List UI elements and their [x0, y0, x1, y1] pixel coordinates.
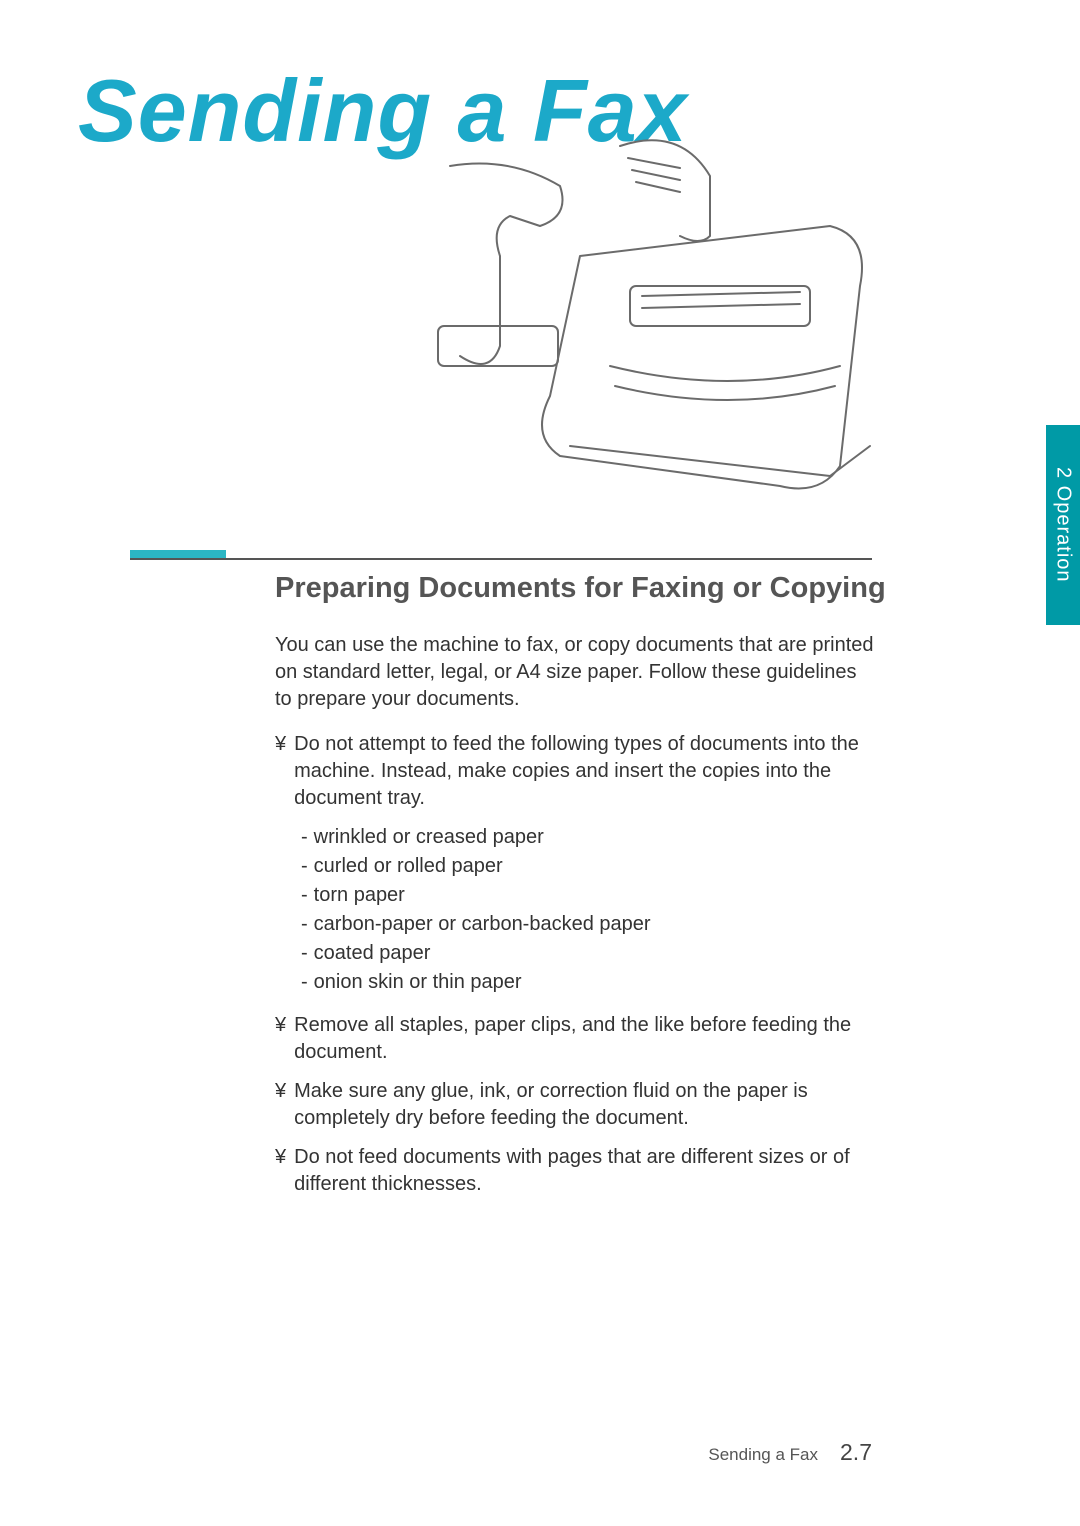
sublist-text: torn paper: [314, 882, 405, 909]
bullet-item: ¥ Remove all staples, paper clips, and t…: [275, 1012, 875, 1066]
bullet-glyph: ¥: [275, 1012, 286, 1066]
sublist: -wrinkled or creased paper -curled or ro…: [301, 824, 875, 996]
body-text: You can use the machine to fax, or copy …: [275, 632, 875, 1210]
bullet-item: ¥ Do not feed documents with pages that …: [275, 1144, 875, 1198]
sublist-item: -wrinkled or creased paper: [301, 824, 875, 851]
bullet-glyph: ¥: [275, 731, 286, 812]
dash: -: [301, 911, 308, 938]
sublist-item: -onion skin or thin paper: [301, 969, 875, 996]
page: Sending a Fax 2 Operation Pre: [0, 0, 1080, 1526]
dash: -: [301, 824, 308, 851]
sublist-item: -coated paper: [301, 940, 875, 967]
sublist-text: carbon-paper or carbon-backed paper: [314, 911, 651, 938]
sublist-text: curled or rolled paper: [314, 853, 503, 880]
section-rule: [130, 550, 872, 560]
bullet-item: ¥ Make sure any glue, ink, or correction…: [275, 1078, 875, 1132]
fax-illustration: [420, 136, 890, 516]
sublist-text: coated paper: [314, 940, 431, 967]
rule-line: [130, 558, 872, 560]
sublist-text: wrinkled or creased paper: [314, 824, 544, 851]
dash: -: [301, 882, 308, 909]
sublist-item: -curled or rolled paper: [301, 853, 875, 880]
bullet-text: Make sure any glue, ink, or correction f…: [294, 1078, 875, 1132]
side-tab-label: 2 Operation: [1052, 467, 1075, 583]
section-heading: Preparing Documents for Faxing or Copyin…: [275, 572, 886, 605]
sublist-item: -carbon-paper or carbon-backed paper: [301, 911, 875, 938]
bullet-glyph: ¥: [275, 1144, 286, 1198]
footer-page-number: 2.7: [840, 1439, 872, 1466]
bullet-glyph: ¥: [275, 1078, 286, 1132]
bullet-text: Do not feed documents with pages that ar…: [294, 1144, 875, 1198]
sublist-item: -torn paper: [301, 882, 875, 909]
side-tab: 2 Operation: [1046, 425, 1080, 625]
rule-accent: [130, 550, 226, 558]
footer: Sending a Fax 2.7: [708, 1439, 872, 1466]
bullet-item: ¥ Do not attempt to feed the following t…: [275, 731, 875, 812]
bullet-text: Remove all staples, paper clips, and the…: [294, 1012, 875, 1066]
sublist-text: onion skin or thin paper: [314, 969, 522, 996]
dash: -: [301, 969, 308, 996]
bullet-text: Do not attempt to feed the following typ…: [294, 731, 875, 812]
footer-label: Sending a Fax: [708, 1445, 818, 1465]
dash: -: [301, 940, 308, 967]
intro-paragraph: You can use the machine to fax, or copy …: [275, 632, 875, 713]
dash: -: [301, 853, 308, 880]
